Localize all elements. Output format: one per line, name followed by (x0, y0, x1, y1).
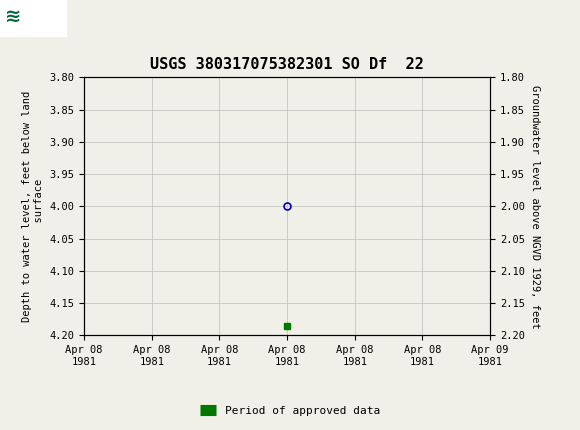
Text: USGS: USGS (24, 11, 67, 25)
Y-axis label: Groundwater level above NGVD 1929, feet: Groundwater level above NGVD 1929, feet (530, 85, 541, 328)
Legend: Period of approved data: Period of approved data (195, 401, 385, 420)
Y-axis label: Depth to water level, feet below land
  surface: Depth to water level, feet below land su… (22, 91, 44, 322)
Text: ≋: ≋ (5, 7, 21, 26)
Bar (0, 0, 67, 37)
Title: USGS 380317075382301 SO Df  22: USGS 380317075382301 SO Df 22 (150, 57, 424, 72)
